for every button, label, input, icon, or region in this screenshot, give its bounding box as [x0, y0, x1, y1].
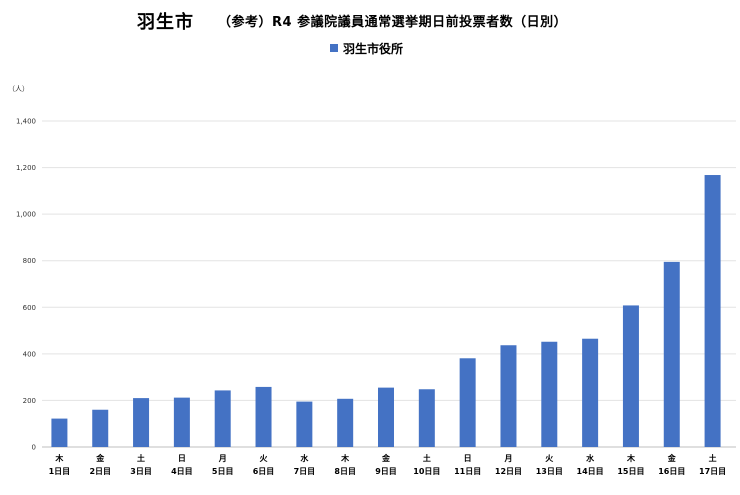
x-tick-day: 14日目	[577, 467, 604, 476]
y-tick-label: 1,200	[16, 164, 36, 172]
x-tick-weekday: 土	[709, 453, 717, 463]
x-tick-day: 12日目	[495, 467, 522, 476]
x-tick-day: 11日目	[454, 467, 481, 476]
x-tick-weekday: 日	[464, 454, 472, 463]
legend-swatch	[330, 44, 338, 52]
bar	[704, 175, 721, 447]
x-tick-weekday: 木	[626, 453, 636, 463]
x-tick-day: 5日目	[212, 467, 234, 476]
y-tick-label: 1,400	[16, 118, 36, 126]
bar	[459, 358, 476, 447]
x-tick-weekday: 月	[218, 454, 227, 463]
bar	[622, 305, 639, 447]
x-tick-day: 15日目	[617, 467, 644, 476]
bar	[418, 389, 435, 447]
x-tick-day: 9日目	[375, 467, 397, 476]
x-tick-weekday: 金	[95, 453, 105, 463]
bar	[296, 401, 313, 447]
x-tick-day: 3日目	[130, 467, 152, 476]
bar	[337, 398, 354, 447]
y-tick-label: 600	[23, 304, 36, 312]
x-tick-day: 10日目	[413, 467, 440, 476]
x-tick-day: 4日目	[171, 467, 193, 476]
bar	[378, 387, 394, 447]
x-tick-weekday: 水	[299, 453, 309, 463]
bar	[541, 341, 558, 447]
bar	[255, 386, 272, 447]
y-tick-label: 200	[23, 397, 36, 405]
bar	[173, 397, 190, 447]
bar	[214, 390, 231, 447]
bar	[92, 409, 109, 447]
y-tick-label: 400	[23, 350, 36, 358]
y-tick-label: 0	[32, 444, 36, 452]
x-tick-weekday: 土	[423, 453, 431, 463]
x-tick-day: 7日目	[294, 467, 316, 476]
x-tick-weekday: 日	[178, 454, 186, 463]
y-unit-label: （人）	[8, 85, 29, 93]
x-tick-weekday: 木	[54, 453, 64, 463]
bar	[582, 338, 599, 447]
bar	[500, 345, 517, 447]
x-tick-day: 17日目	[699, 467, 726, 476]
x-tick-weekday: 火	[260, 454, 269, 463]
x-tick-weekday: 木	[340, 453, 350, 463]
y-tick-label: 1,000	[16, 211, 36, 219]
x-tick-weekday: 火	[545, 454, 554, 463]
x-tick-day: 16日目	[658, 467, 685, 476]
x-tick-weekday: 土	[137, 453, 145, 463]
chart-title: 羽生市	[137, 12, 194, 33]
title-row: 羽生市 （参考）R4 参議院議員通常選挙期日前投票者数（日別）	[0, 8, 740, 34]
x-tick-day: 13日目	[536, 467, 563, 476]
bar	[51, 418, 68, 447]
x-tick-day: 2日目	[89, 467, 111, 476]
bar	[133, 398, 150, 447]
legend-label: 羽生市役所	[343, 41, 404, 56]
legend: 羽生市役所	[330, 40, 403, 56]
bar	[663, 261, 680, 447]
x-tick-weekday: 月	[503, 454, 512, 463]
x-tick-day: 6日目	[253, 467, 275, 476]
x-tick-weekday: 金	[381, 453, 391, 463]
y-tick-label: 800	[23, 257, 36, 265]
chart-subtitle: （参考）R4 参議院議員通常選挙期日前投票者数（日別）	[218, 15, 568, 30]
x-tick-day: 8日目	[334, 467, 356, 476]
x-tick-day: 1日目	[49, 467, 71, 476]
x-tick-weekday: 金	[667, 453, 677, 463]
x-tick-weekday: 水	[585, 453, 595, 463]
